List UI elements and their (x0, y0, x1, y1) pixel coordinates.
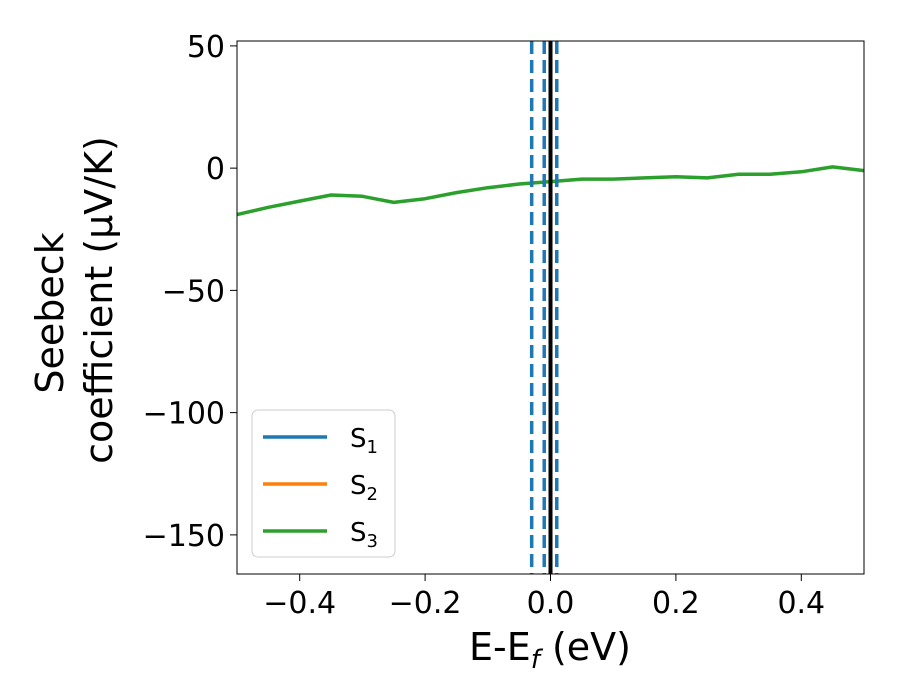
x-tick-label: −0.2 (389, 586, 462, 621)
legend-label-2: S2 (350, 471, 378, 505)
y-tick-label: −100 (143, 397, 225, 432)
legend-entries: S1 S2 S3 (263, 424, 378, 552)
x-axis-title: E-Ef (eV) (469, 625, 631, 675)
x-tick-label: −0.4 (263, 586, 336, 621)
vline-layer (529, 41, 559, 574)
y-axis-ticks: 50 0 −50 −100 −150 (143, 30, 237, 554)
y-tick-label: 50 (187, 30, 225, 65)
y-tick-label: −150 (143, 519, 225, 554)
legend-label-3: S3 (350, 518, 378, 552)
x-tick-label: 0.4 (777, 586, 825, 621)
y-tick-label: 0 (206, 152, 225, 187)
y-axis-title-line2: coefficient (μV/K) (77, 136, 121, 464)
x-tick-label: 0.0 (527, 586, 575, 621)
x-axis-ticks: −0.4 −0.2 0.0 0.2 0.4 (263, 574, 825, 621)
x-tick-label: 0.2 (652, 586, 700, 621)
y-axis-title: Seebeck (28, 232, 72, 393)
y-tick-label: −50 (162, 274, 225, 309)
legend: S1 S2 S3 (251, 409, 396, 558)
legend-label-1: S1 (350, 424, 378, 458)
